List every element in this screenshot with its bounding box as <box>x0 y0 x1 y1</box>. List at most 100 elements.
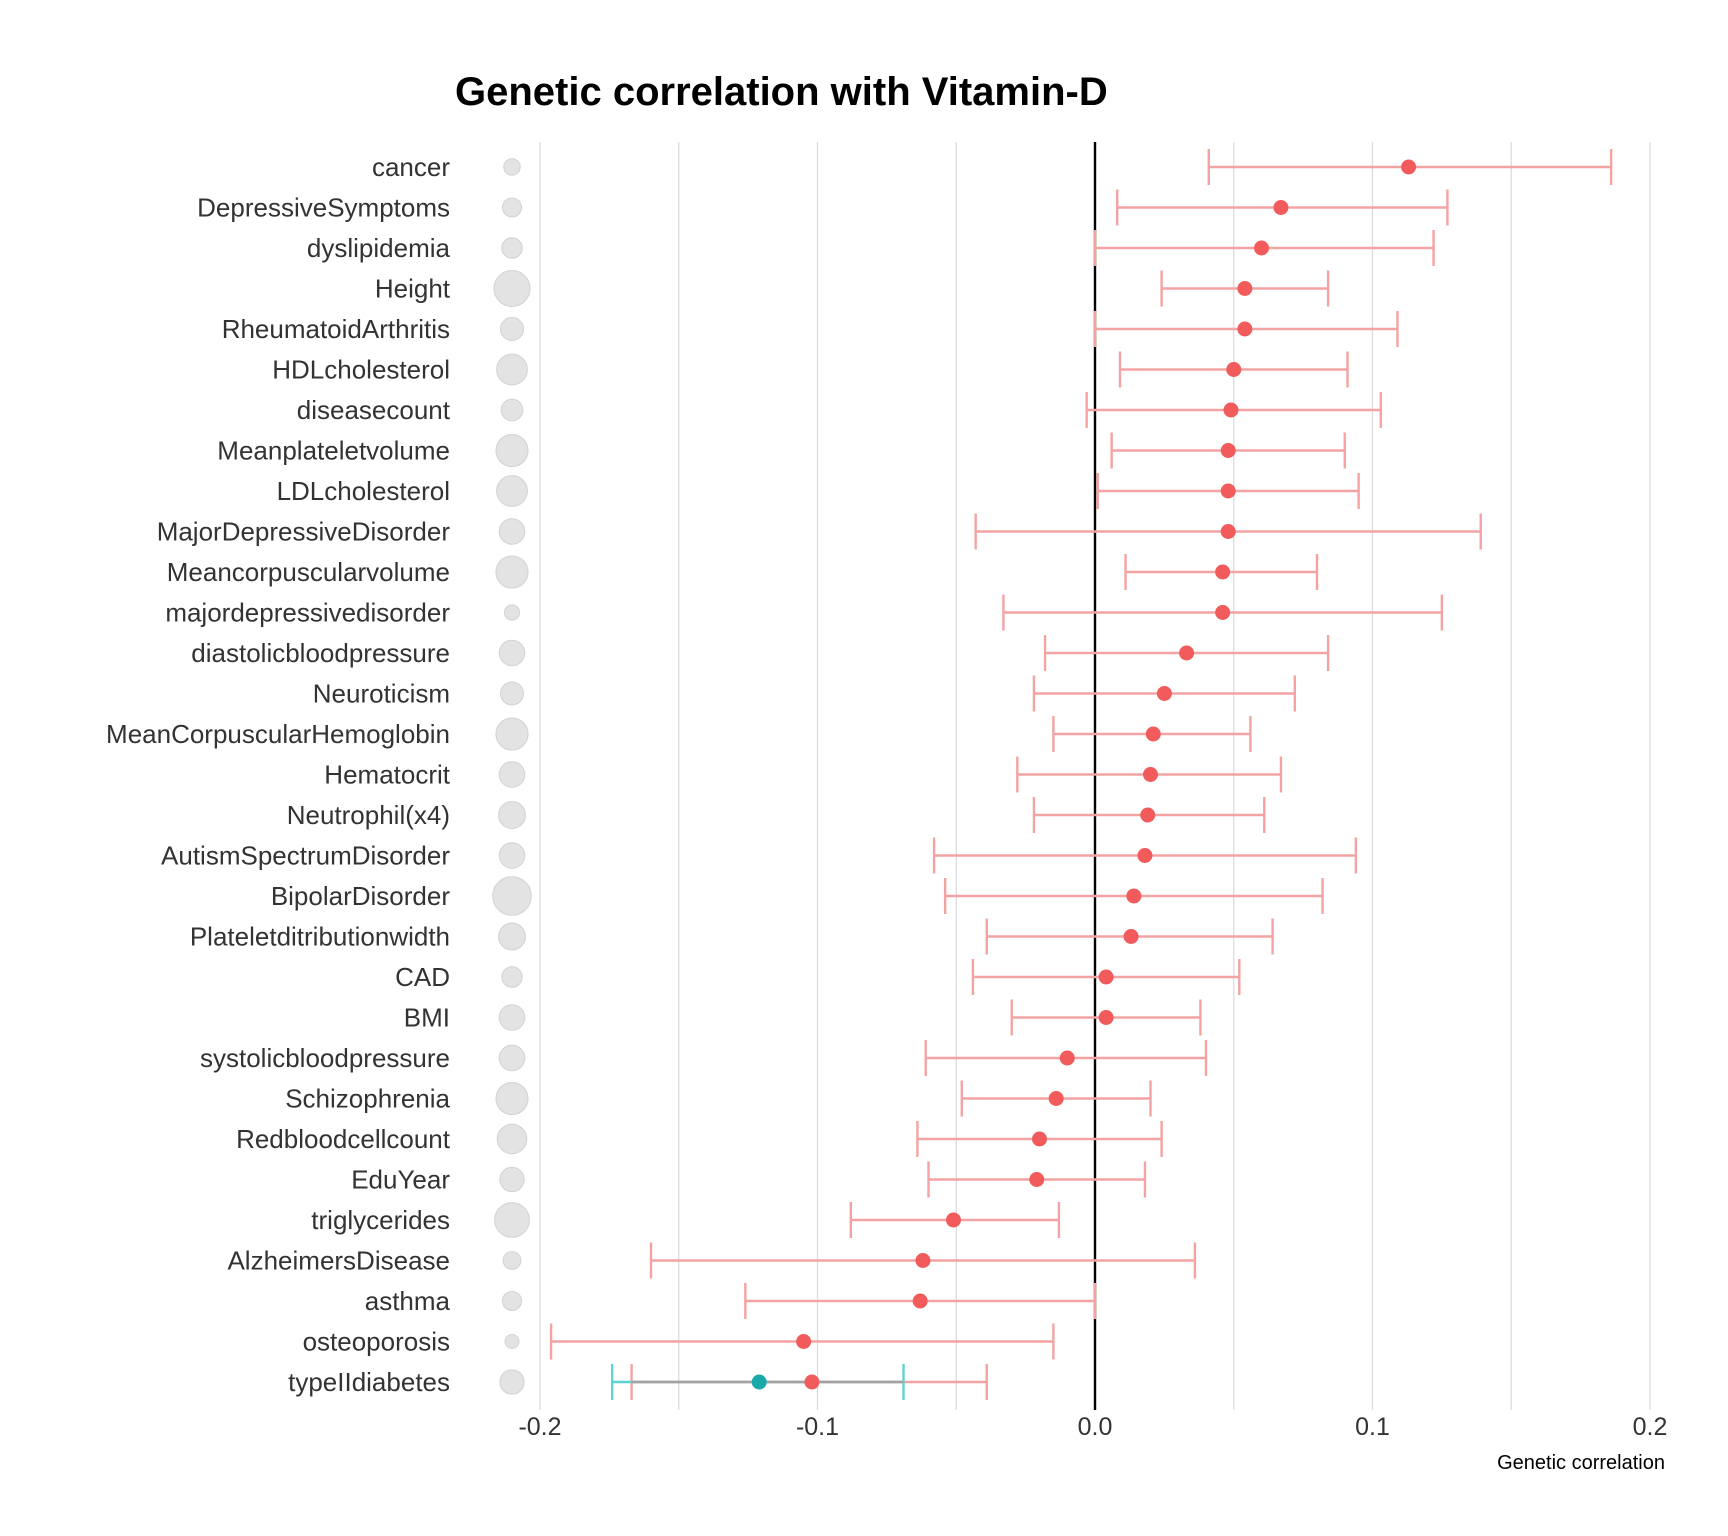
size-marker <box>496 1123 528 1155</box>
estimate-point-secondary <box>751 1374 767 1390</box>
x-tick-label: 0.2 <box>1633 1413 1668 1441</box>
estimate-point <box>1220 443 1236 458</box>
size-marker <box>493 270 531 307</box>
size-marker <box>495 717 529 751</box>
estimate-point <box>915 1253 931 1268</box>
estimate-point <box>1220 524 1236 539</box>
size-marker <box>502 1251 522 1270</box>
size-marker <box>501 197 523 218</box>
trait-label: MeanCorpuscularHemoglobin <box>106 719 450 749</box>
trait-label: Meancorpuscularvolume <box>167 557 450 587</box>
trait-label: diseasecount <box>297 395 451 425</box>
trait-labels: cancer DepressiveSymptoms dyslipidemia Heig… <box>106 152 451 1397</box>
x-axis-title: Genetic correlation <box>1497 1452 1665 1474</box>
estimate-point <box>1223 402 1239 418</box>
size-marker <box>498 1044 526 1072</box>
x-tick-label: 0.0 <box>1078 1413 1113 1441</box>
size-marker <box>503 158 521 176</box>
size-marker <box>503 604 521 621</box>
estimate-point <box>912 1293 928 1309</box>
trait-label: AutismSpectrumDisorder <box>161 841 450 871</box>
estimate-point <box>1215 605 1231 620</box>
x-tick-labels: -0.2 -0.1 0.0 0.1 0.2 <box>518 1413 1667 1441</box>
size-marker <box>498 922 526 951</box>
size-marker <box>498 801 526 829</box>
trait-label: Redbloodcellcount <box>236 1124 451 1154</box>
estimate-point <box>945 1212 961 1228</box>
trait-label: dyslipidemia <box>307 233 451 263</box>
size-marker <box>496 353 528 386</box>
estimate-point <box>1059 1050 1075 1066</box>
trait-label: EduYear <box>351 1165 450 1195</box>
size-marker <box>498 842 526 869</box>
size-marker <box>501 1290 523 1312</box>
size-marker <box>498 761 526 788</box>
estimate-point <box>1029 1172 1045 1187</box>
trait-label: HDLcholesterol <box>272 355 450 385</box>
trait-label: typeIIdiabetes <box>288 1367 450 1397</box>
trait-label: osteoporosis <box>303 1327 450 1357</box>
size-marker <box>498 639 526 667</box>
trait-label: Neuroticism <box>313 679 450 709</box>
estimate-point <box>1220 483 1236 499</box>
estimate-point <box>1098 1010 1114 1025</box>
estimate-point <box>1140 807 1156 823</box>
trait-label: LDLcholesterol <box>277 476 450 506</box>
trait-label: DepressiveSymptoms <box>197 193 450 223</box>
estimate-point <box>1273 200 1289 215</box>
size-marker <box>495 555 529 589</box>
trait-label: triglycerides <box>311 1205 450 1235</box>
trait-label: BMI <box>404 1003 450 1033</box>
size-marker <box>499 1369 525 1395</box>
estimate-point <box>1156 686 1172 701</box>
x-tick-label: -0.2 <box>518 1413 561 1441</box>
estimate-point <box>1226 362 1242 377</box>
estimate-point <box>1048 1091 1064 1106</box>
estimate-point <box>1254 240 1269 256</box>
estimate-point <box>796 1334 812 1349</box>
trait-label: MajorDepressiveDisorder <box>157 517 451 547</box>
estimate-point <box>1126 888 1142 904</box>
size-marker <box>498 518 526 545</box>
estimate-point <box>1123 929 1139 944</box>
trait-label: Meanplateletvolume <box>217 436 450 466</box>
estimate-point <box>804 1374 820 1390</box>
trait-label: BipolarDisorder <box>271 881 451 911</box>
size-marker <box>500 398 524 422</box>
trait-label: Neutrophil(x4) <box>287 800 450 830</box>
trait-label: Schizophrenia <box>285 1084 450 1114</box>
size-marker <box>504 1334 520 1349</box>
estimate-points <box>751 159 1417 1390</box>
size-marker <box>495 433 529 468</box>
x-tick-label: -0.1 <box>796 1413 839 1441</box>
size-marker <box>501 966 523 988</box>
estimate-point <box>1237 321 1253 337</box>
estimate-point <box>1032 1131 1047 1147</box>
estimate-point <box>1215 564 1231 580</box>
gridlines <box>539 142 1651 1410</box>
trait-label: RheumatoidArthritis <box>222 314 450 344</box>
size-markers <box>492 158 532 1395</box>
estimate-point <box>1179 645 1195 661</box>
estimate-point <box>1143 767 1158 782</box>
estimate-point <box>1098 969 1114 985</box>
size-marker <box>498 1004 526 1031</box>
trait-label: Hematocrit <box>324 760 450 790</box>
trait-label: Plateletditributionwidth <box>190 922 450 952</box>
size-marker <box>495 1081 529 1116</box>
size-marker <box>492 876 532 916</box>
trait-label: CAD <box>395 962 450 992</box>
trait-label: AlzheimersDisease <box>227 1246 450 1276</box>
trait-label: asthma <box>365 1286 451 1316</box>
trait-label: systolicbloodpressure <box>200 1043 450 1073</box>
size-marker <box>499 1166 525 1193</box>
trait-label: majordepressivedisorder <box>165 598 450 628</box>
size-marker <box>500 317 524 341</box>
trait-label: Height <box>375 274 451 304</box>
chart-title: Genetic correlation with Vitamin-D <box>455 70 1108 114</box>
estimate-point <box>1237 281 1253 296</box>
x-tick-label: 0.1 <box>1355 1413 1390 1441</box>
size-marker <box>500 681 524 706</box>
confidence-intervals <box>549 149 1613 1400</box>
